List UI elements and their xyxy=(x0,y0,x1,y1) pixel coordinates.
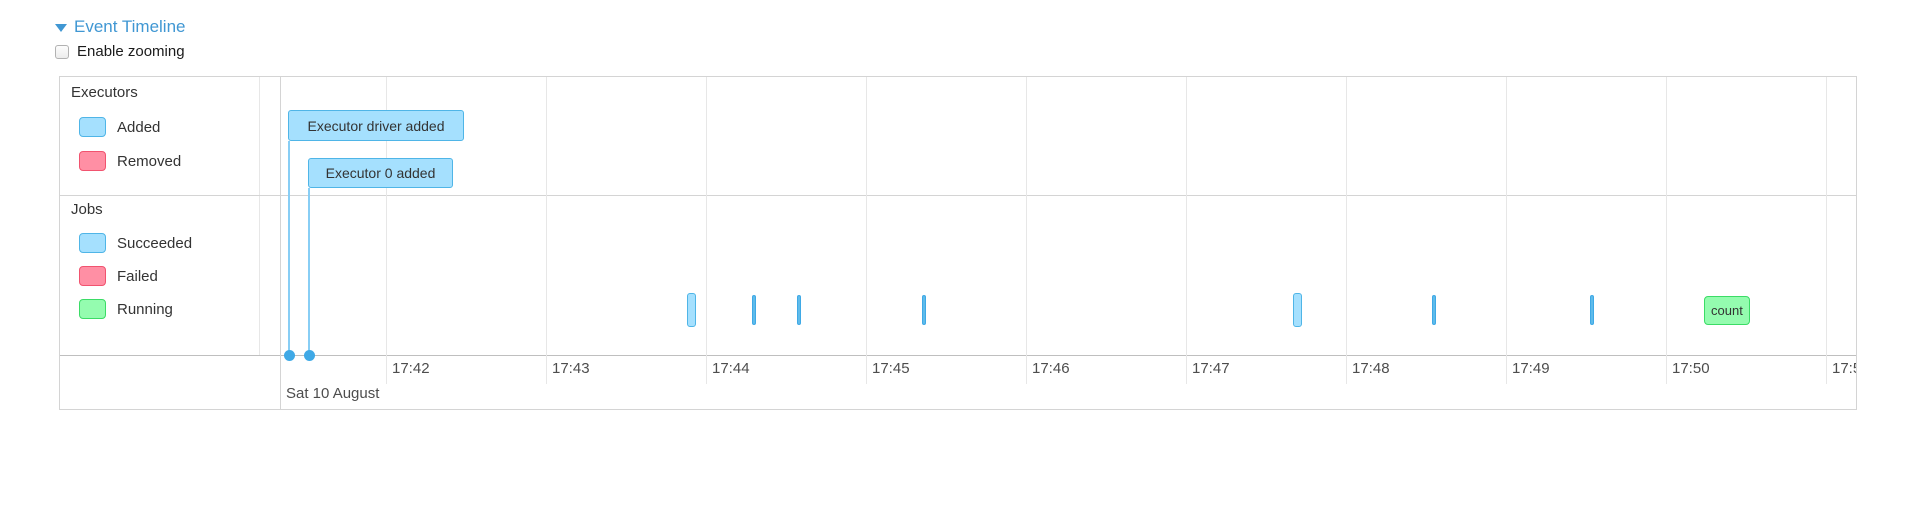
axis-tick-label: 17:47 xyxy=(1192,360,1230,377)
axis-gridline xyxy=(1506,77,1507,384)
axis-gridline xyxy=(1346,77,1347,384)
legend-chart-divider xyxy=(280,77,281,409)
axis-gridline xyxy=(1186,77,1187,384)
axis-gridline xyxy=(706,77,707,384)
legend-swatch-removed-icon xyxy=(79,151,106,171)
section-title: Event Timeline xyxy=(74,17,186,36)
axis-tick-label: 17:51 xyxy=(1832,360,1856,377)
axis-tick-label: 17:50 xyxy=(1672,360,1710,377)
job-item-succeeded[interactable] xyxy=(752,295,756,325)
enable-zooming-control: Enable zooming xyxy=(55,43,185,60)
job-item-succeeded[interactable] xyxy=(922,295,926,325)
label-panel-border xyxy=(259,77,260,355)
executor-event-dot-icon xyxy=(283,349,295,361)
axis-tick-label: 17:49 xyxy=(1512,360,1550,377)
enable-zooming-checkbox[interactable] xyxy=(55,44,69,59)
executor-event-dot-icon xyxy=(303,349,315,361)
legend-swatch-succeeded-icon xyxy=(79,233,106,253)
axis-tick-label: 17:45 xyxy=(872,360,910,377)
executor-event-item[interactable]: Executor 0 added xyxy=(308,158,453,188)
axis-gridline xyxy=(386,77,387,384)
executor-event-item[interactable]: Executor driver added xyxy=(288,110,464,141)
axis-gridline xyxy=(1826,77,1827,384)
event-timeline-panel: Sat 10 August 17:42 17:43 17:44 17:45 17:46 1… xyxy=(59,76,1857,410)
job-item-succeeded[interactable] xyxy=(797,295,801,325)
executor-event-leader-line xyxy=(288,141,290,355)
axis-gridline xyxy=(1666,77,1667,384)
job-item-succeeded[interactable] xyxy=(687,293,696,327)
legend-group-title: Jobs xyxy=(71,201,103,218)
time-axis-line xyxy=(60,355,1856,356)
legend-label: Removed xyxy=(117,153,182,170)
axis-gridline xyxy=(546,77,547,384)
legend-swatch-failed-icon xyxy=(79,266,106,286)
legend-label: Added xyxy=(117,119,161,136)
axis-tick-label: 17:44 xyxy=(712,360,750,377)
axis-tick-label: 17:43 xyxy=(552,360,590,377)
axis-gridline xyxy=(866,77,867,384)
job-item-running[interactable]: count xyxy=(1704,296,1750,325)
axis-date-label: Sat 10 August xyxy=(286,385,380,402)
legend-group-title: Executors xyxy=(71,84,138,101)
axis-tick-label: 17:48 xyxy=(1352,360,1390,377)
job-item-succeeded[interactable] xyxy=(1432,295,1436,325)
enable-zooming-label: Enable zooming xyxy=(77,43,185,60)
legend-label: Running xyxy=(117,301,173,318)
legend-swatch-added-icon xyxy=(79,117,106,137)
legend-label: Succeeded xyxy=(117,235,193,252)
job-item-succeeded[interactable] xyxy=(1293,293,1302,327)
event-timeline-section-toggle[interactable]: Event Timeline xyxy=(55,17,186,37)
executor-event-leader-line xyxy=(308,188,310,355)
axis-tick-label: 17:46 xyxy=(1032,360,1070,377)
axis-gridline xyxy=(1026,77,1027,384)
job-item-succeeded[interactable] xyxy=(1590,295,1594,325)
collapse-arrow-icon xyxy=(55,24,67,32)
axis-tick-label: 17:42 xyxy=(392,360,430,377)
legend-label: Failed xyxy=(117,268,158,285)
legend-swatch-running-icon xyxy=(79,299,106,319)
executors-jobs-divider xyxy=(60,195,1856,196)
